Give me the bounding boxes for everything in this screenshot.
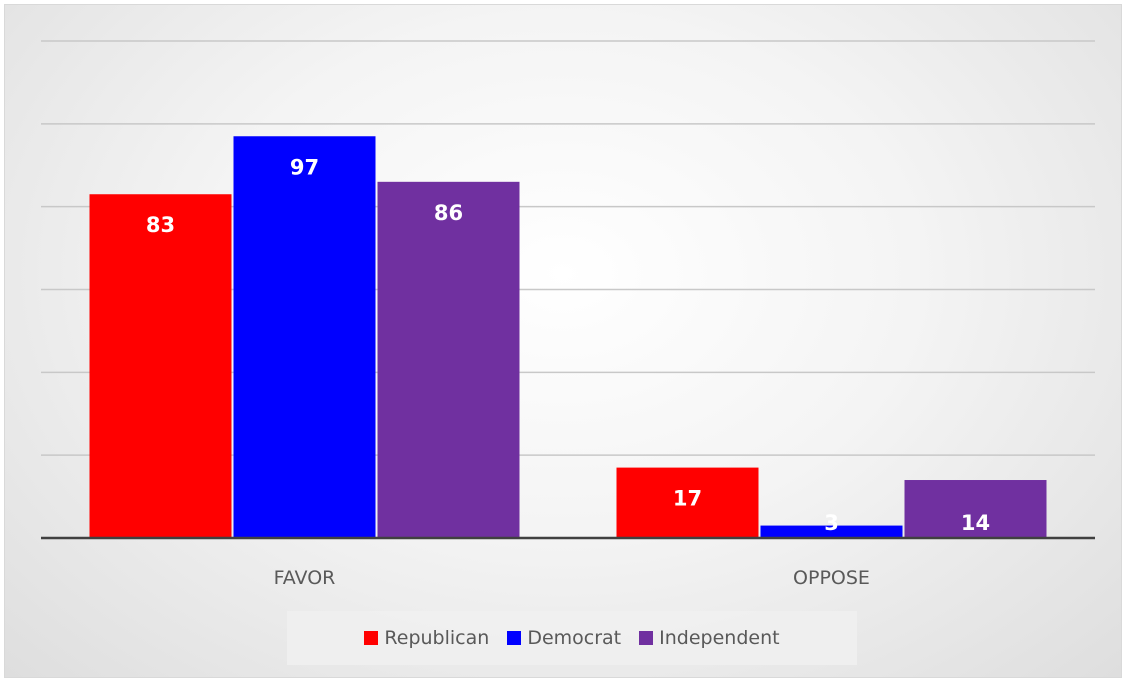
bar-chart: 83 97 86 17 3 14 FAVOR OPPOSE: [41, 40, 1095, 589]
bar-democrat-favor: [233, 136, 376, 538]
bar-independent-oppose: [904, 480, 1047, 538]
data-label-democrat-favor: 97: [290, 155, 319, 179]
bar-republican-favor: [89, 194, 232, 538]
legend-item-independent: Independent: [639, 627, 780, 649]
category-label-favor: FAVOR: [274, 567, 336, 589]
chart-frame: 83 97 86 17 3 14 FAVOR OPPOSE Republican Democ…: [4, 4, 1122, 678]
legend-label-independent: Independent: [659, 627, 780, 649]
legend-item-republican: Republican: [364, 627, 489, 649]
category-label-oppose: OPPOSE: [793, 567, 870, 589]
bars: [89, 136, 1047, 539]
data-label-democrat-oppose: 3: [824, 511, 839, 535]
category-labels: FAVOR OPPOSE: [274, 567, 870, 589]
data-labels: 83 97 86 17 3 14: [146, 155, 990, 535]
data-label-republican-oppose: 17: [673, 487, 702, 511]
legend-label-republican: Republican: [384, 627, 490, 649]
bar-republican-oppose: [616, 467, 759, 538]
data-label-independent-oppose: 14: [961, 511, 990, 535]
bar-democrat-oppose: [760, 525, 903, 538]
data-label-republican-favor: 83: [146, 213, 175, 237]
legend-item-democrat: Democrat: [507, 627, 621, 649]
legend-swatch-independent: [639, 631, 654, 645]
legend-label-democrat: Democrat: [527, 627, 622, 649]
data-label-independent-favor: 86: [434, 201, 463, 225]
bar-independent-favor: [377, 181, 520, 539]
legend-swatch-democrat: [507, 631, 522, 645]
legend-swatch-republican: [364, 631, 379, 645]
legend: Republican Democrat Independent: [287, 611, 857, 665]
